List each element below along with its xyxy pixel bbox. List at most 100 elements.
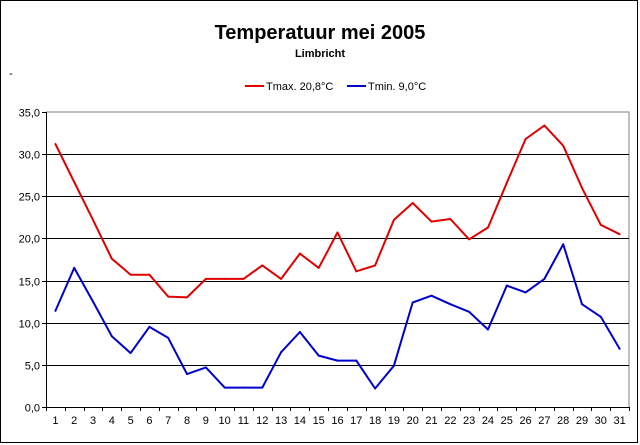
data-point-tmin (580, 303, 583, 306)
legend-label-tmin: Tmin. 9,0°C (368, 81, 426, 93)
data-point-tmax (242, 277, 245, 280)
x-tick-label: 13 (275, 415, 287, 427)
data-point-tmax (336, 231, 339, 234)
data-point-tmin (486, 328, 489, 331)
y-tick-label: 5,0 (25, 361, 40, 373)
data-point-tmax (411, 202, 414, 205)
data-point-tmin (167, 336, 170, 339)
data-point-tmax (280, 277, 283, 280)
data-point-tmax (186, 296, 189, 299)
x-tick-label: 21 (425, 415, 437, 427)
legend-label-tmax: Tmax. 20,8°C (266, 81, 333, 93)
x-tick-label: 15 (313, 415, 325, 427)
chart-title: Temperatuur mei 2005 (215, 22, 426, 44)
x-tick-label: 26 (519, 415, 531, 427)
x-tick-label: 29 (576, 415, 588, 427)
x-tick-label: 10 (219, 415, 231, 427)
data-point-tmin (129, 352, 132, 355)
series-line-tmax (54, 124, 621, 299)
data-point-tmax (543, 124, 546, 127)
data-point-tmax (374, 264, 377, 267)
x-tick-label: 22 (444, 415, 456, 427)
data-point-tmax (298, 252, 301, 255)
x-tick-label: 23 (463, 415, 475, 427)
data-point-tmax (73, 180, 76, 183)
data-point-tmin (505, 284, 508, 287)
legend: Tmax. 20,8°C Tmin. 9,0°C (245, 81, 426, 93)
data-point-tmin (54, 309, 57, 312)
x-tick-label: 18 (369, 415, 381, 427)
data-point-tmax (562, 144, 565, 147)
x-tick-label: 2 (71, 415, 77, 427)
x-tick-label: 3 (90, 415, 96, 427)
x-tick-label: 27 (538, 415, 550, 427)
x-tick-label: 9 (203, 415, 209, 427)
chart-subtitle: Limbricht (295, 48, 345, 60)
series-line-tmin (54, 243, 621, 390)
plot-area-border (46, 111, 630, 407)
data-point-tmax (110, 257, 113, 260)
x-tick-label: 11 (238, 415, 249, 427)
x-tick-label: 30 (595, 415, 607, 427)
data-point-tmax (524, 137, 527, 140)
data-point-tmax (468, 238, 471, 241)
data-point-tmax (599, 223, 602, 226)
data-point-tmax (449, 218, 452, 221)
x-tick-label: 14 (294, 415, 306, 427)
x-tick-label: 17 (350, 415, 362, 427)
x-tick-label: 16 (331, 415, 343, 427)
y-tick-label: 20,0 (19, 234, 40, 246)
data-point-tmin (280, 351, 283, 354)
data-point-tmax (148, 273, 151, 276)
data-point-tmin (599, 315, 602, 318)
data-point-tmin (242, 386, 245, 389)
data-point-tmax (129, 273, 132, 276)
data-point-tmin (411, 301, 414, 304)
x-tick-label: 25 (501, 415, 513, 427)
data-point-tmin (449, 303, 452, 306)
y-tick-label: 30,0 (19, 150, 40, 162)
x-tick-label: 19 (388, 415, 400, 427)
data-point-tmax (261, 264, 264, 267)
data-point-tmin (204, 366, 207, 369)
stray-mark: - (9, 68, 13, 80)
data-point-tmin (562, 243, 565, 246)
x-tick-label: 31 (613, 415, 625, 427)
y-tick-label: 35,0 (19, 108, 40, 120)
data-point-tmin (524, 291, 527, 294)
data-point-tmax (580, 186, 583, 189)
data-point-tmin (186, 373, 189, 376)
x-tick-label: 5 (128, 415, 134, 427)
data-point-tmin (618, 347, 621, 350)
x-tick-label: 20 (407, 415, 419, 427)
data-point-tmin (261, 386, 264, 389)
data-point-tmin (336, 359, 339, 362)
data-point-tmax (317, 266, 320, 269)
data-point-tmin (298, 330, 301, 333)
y-tick-label: 15,0 (19, 277, 40, 289)
data-point-tmin (110, 335, 113, 338)
x-tick-label: 12 (256, 415, 268, 427)
x-tick-label: 8 (184, 415, 190, 427)
x-tick-label: 24 (482, 415, 494, 427)
data-point-tmin (92, 300, 95, 303)
x-tick-label: 6 (146, 415, 152, 427)
data-point-tmin (148, 325, 151, 328)
data-point-tmin (543, 277, 546, 280)
data-point-tmax (430, 220, 433, 223)
y-tick-label: 10,0 (19, 319, 40, 331)
y-tick-label: 25,0 (19, 192, 40, 204)
data-point-tmin (317, 354, 320, 357)
x-tick-label: 4 (109, 415, 115, 427)
data-point-tmax (618, 233, 621, 236)
data-point-tmin (355, 359, 358, 362)
x-tick-label: 28 (557, 415, 569, 427)
data-point-tmax (54, 143, 57, 146)
data-point-tmin (430, 294, 433, 297)
x-tick-label: 7 (165, 415, 171, 427)
data-point-tmax (392, 218, 395, 221)
data-point-tmin (392, 364, 395, 367)
y-tick-label: 0,0 (25, 403, 40, 415)
